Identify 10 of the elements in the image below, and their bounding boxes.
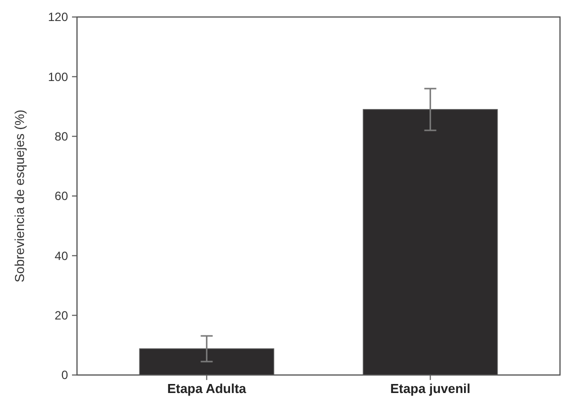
y-tick-label: 0 — [61, 368, 68, 382]
y-tick-label: 20 — [54, 308, 68, 323]
y-tick-label: 80 — [54, 130, 68, 144]
y-tick-label: 60 — [54, 189, 68, 204]
y-tick-label: 40 — [54, 248, 68, 263]
x-tick-label: Etapa juvenil — [390, 381, 470, 396]
y-tick-label: 120 — [48, 10, 68, 24]
x-tick-label: Etapa Adulta — [167, 381, 247, 396]
y-axis-title: Sobreviencia de esquejes (%) — [12, 110, 27, 282]
y-tick-label: 100 — [48, 70, 68, 84]
